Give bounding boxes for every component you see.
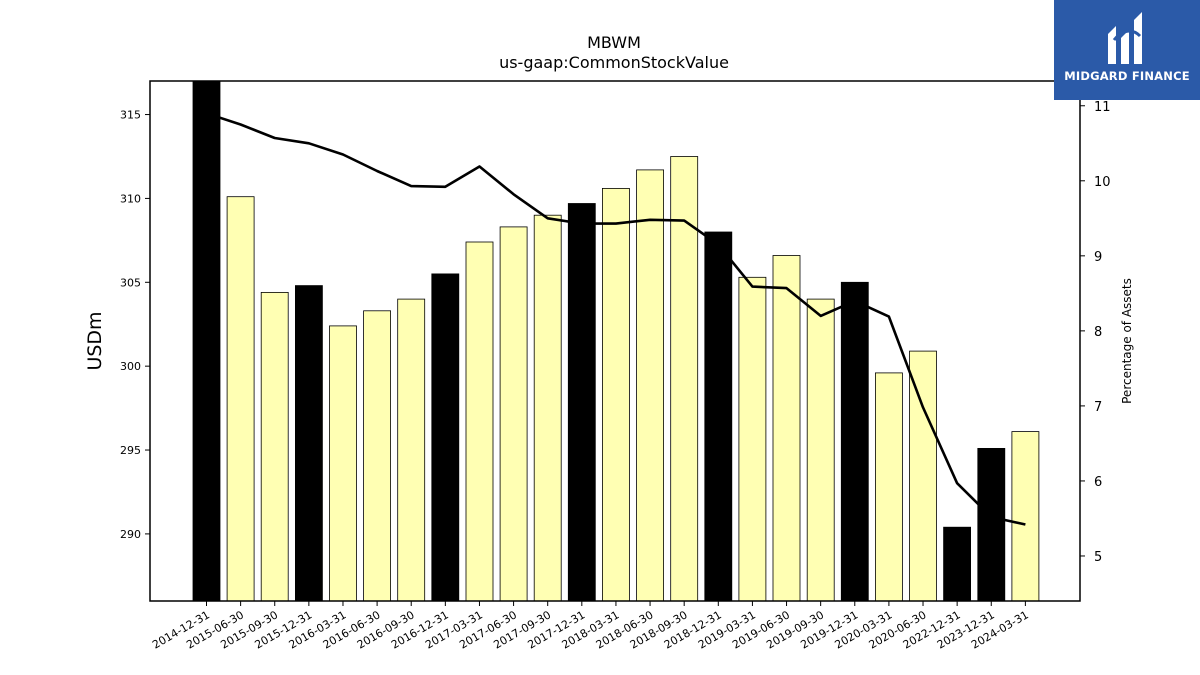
bar-2018-03-31 [602,187,630,602]
y2-tick-label-9: 9 [1094,250,1102,265]
bar-2015-06-30 [226,196,255,602]
y-tick-label-300: 300 [120,360,141,373]
y-tick-label-310: 310 [120,192,141,205]
bar-2017-09-30 [533,214,562,602]
bar-2015-12-31 [294,285,323,602]
bar-2020-06-30 [909,350,937,602]
y-tick-label-315: 315 [120,109,141,122]
bar-2023-12-31 [977,447,1006,602]
chart-title: MBWM [587,33,641,52]
bar-2024-03-31 [1011,431,1040,602]
percentage-line [206,112,1026,526]
bar-2018-09-30 [670,156,699,602]
y2-tick-label-10: 10 [1094,175,1111,190]
bar-2016-09-30 [397,298,426,602]
bar-2018-06-30 [636,169,664,602]
y-axis-label: USDm [84,311,106,370]
bar-2019-09-30 [806,298,835,602]
y2-axis-label: Percentage of Assets [1120,278,1134,404]
y2-tick-label-8: 8 [1094,325,1102,340]
bars-layer [192,80,1040,602]
chart-subtitle: us-gaap:CommonStockValue [499,53,729,72]
bar-2022-12-31 [943,526,971,602]
y2-tick-label-11: 11 [1094,100,1111,115]
x-axis: 2014-12-312015-06-302015-09-302015-12-31… [150,601,1031,652]
brand-name: MIDGARD FINANCE [1064,69,1190,83]
bar-2018-12-31 [704,231,733,602]
y-tick-label-295: 295 [120,444,141,457]
bar-2015-09-30 [260,291,289,602]
bar-2016-12-31 [431,273,460,602]
y-axis-left: 290 295 300 305 310 315 [120,109,150,541]
bar-2016-06-30 [363,310,392,602]
bar-2019-06-30 [772,255,801,602]
y2-tick-label-5: 5 [1094,550,1102,565]
bar-2019-03-31 [738,276,767,602]
y-tick-label-305: 305 [120,276,141,289]
y-axis-right: 5 6 7 8 9 10 11 [1080,100,1111,565]
bar-2017-03-31 [465,241,494,602]
bar-2020-03-31 [875,372,903,602]
bar-2014-12-31 [192,80,221,602]
brand-logo: MIDGARD FINANCE [1054,0,1200,100]
bar-2019-12-31 [840,281,869,602]
plot-frame [149,80,1081,602]
bar-2016-03-31 [329,325,357,602]
line-layer [206,112,1026,526]
y2-tick-label-6: 6 [1094,475,1102,490]
bar-2017-12-31 [567,203,596,602]
y-tick-label-290: 290 [120,528,141,541]
bar-2017-06-30 [499,226,528,602]
midgard-logo-icon [1108,12,1142,64]
y2-tick-label-7: 7 [1094,400,1102,415]
